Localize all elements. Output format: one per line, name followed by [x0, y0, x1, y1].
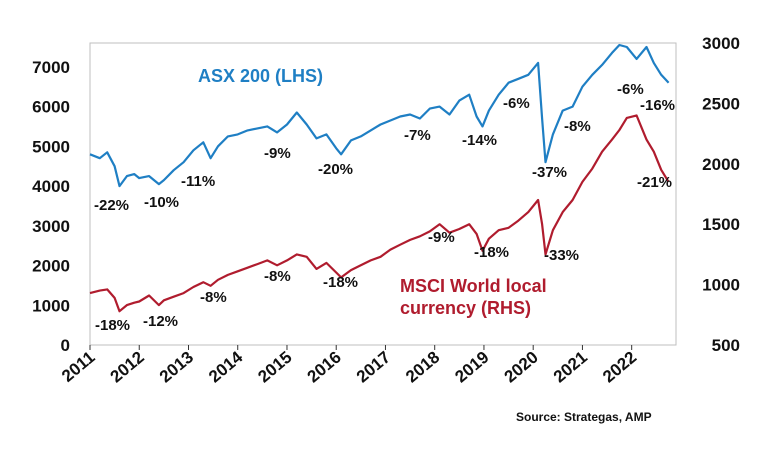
- legend-msci-line2: currency (RHS): [400, 298, 531, 318]
- x-tick-label: 2022: [599, 348, 640, 387]
- asx-drawdown-label: -10%: [144, 194, 179, 211]
- x-axis: 2011 2012 2013 2014 2015 2016 2017 2018 2019 2020…: [58, 345, 640, 386]
- left-tick-label: 0: [61, 336, 70, 355]
- asx-drawdown-label: -22%: [94, 197, 129, 214]
- asx-drawdown-label: -37%: [532, 164, 567, 181]
- right-tick-label: 1000: [702, 276, 740, 295]
- msci-drawdown-label: -21%: [637, 174, 672, 191]
- x-tick-label: 2016: [304, 348, 345, 387]
- right-tick-label: 500: [712, 336, 740, 355]
- left-tick-label: 2000: [32, 257, 70, 276]
- msci-drawdown-label: -8%: [200, 289, 227, 306]
- legend-asx: ASX 200 (LHS): [198, 66, 323, 86]
- right-tick-label: 3000: [702, 34, 740, 53]
- x-tick-label: 2020: [501, 348, 542, 387]
- left-tick-label: 7000: [32, 58, 70, 77]
- msci-world-line: [89, 114, 670, 313]
- asx-drawdown-label: -7%: [404, 127, 431, 144]
- x-tick-label: 2015: [254, 348, 295, 387]
- msci-drawdown-label: -9%: [428, 229, 455, 246]
- asx-200-line: [89, 43, 670, 188]
- msci-drawdown-label: -18%: [323, 274, 358, 291]
- left-tick-label: 5000: [32, 137, 70, 156]
- left-tick-label: 6000: [32, 98, 70, 117]
- left-tick-label: 1000: [32, 296, 70, 315]
- left-axis: 0 1000 2000 3000 4000 5000 6000 7000: [32, 58, 70, 355]
- right-axis: 500 1000 1500 2000 2500 3000: [702, 34, 740, 355]
- x-tick-label: 2021: [550, 348, 591, 387]
- legend-msci-line1: MSCI World local: [400, 276, 547, 296]
- asx-drawdown-label: -6%: [503, 95, 530, 112]
- x-tick-label: 2013: [156, 348, 197, 387]
- right-tick-label: 2500: [702, 94, 740, 113]
- right-tick-label: 2000: [702, 155, 740, 174]
- msci-drawdown-label: -12%: [143, 313, 178, 330]
- plot-frame: [89, 42, 677, 346]
- asx-drawdown-label: -14%: [462, 132, 497, 149]
- source-note: Source: Strategas, AMP: [516, 410, 652, 424]
- asx-drawdown-label: -6%: [617, 81, 644, 98]
- asx-drawdown-label: -16%: [640, 97, 675, 114]
- asx-drawdown-label: -9%: [264, 145, 291, 162]
- msci-drawdown-label: -18%: [95, 317, 130, 334]
- asx-drawdown-label: -11%: [181, 173, 215, 190]
- msci-drawdown-label: -33%: [544, 247, 579, 264]
- asx-drawdown-label: -8%: [564, 118, 591, 135]
- drawdown-labels: -22% -10%-11%-9%-20%-7% -14%-6%-37%-8%-6%-…: [94, 81, 675, 334]
- x-tick-label: 2017: [353, 348, 394, 387]
- msci-drawdown-label: -8%: [264, 268, 291, 285]
- series-layer: [89, 43, 670, 313]
- left-tick-label: 3000: [32, 217, 70, 236]
- asx-drawdown-label: -20%: [318, 161, 353, 178]
- x-tick-label: 2012: [107, 348, 148, 387]
- right-tick-label: 1500: [702, 215, 740, 234]
- x-tick-label: 2018: [402, 348, 443, 387]
- msci-drawdown-label: -18%: [474, 244, 509, 261]
- x-tick-label: 2019: [451, 348, 492, 387]
- x-tick-label: 2014: [205, 347, 247, 386]
- left-tick-label: 4000: [32, 177, 70, 196]
